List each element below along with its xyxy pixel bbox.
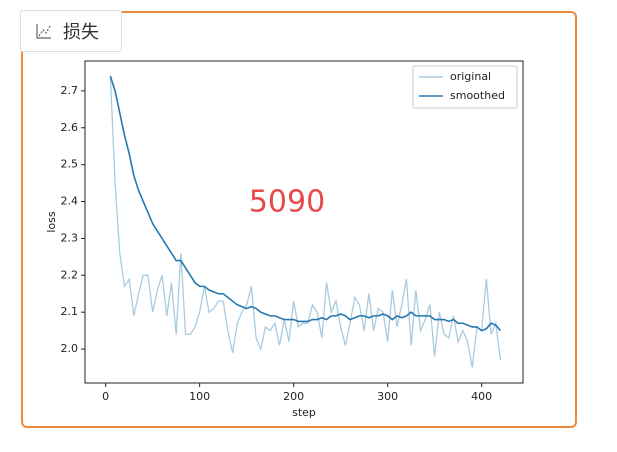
series-line	[109, 76, 502, 368]
series-line	[109, 75, 502, 332]
y-tick-label: 2.3	[61, 231, 79, 244]
y-axis-label: loss	[45, 211, 58, 233]
plot-frame	[84, 60, 524, 384]
x-tick-label: 100	[189, 390, 210, 403]
y-tick-label: 2.5	[61, 158, 79, 171]
x-tick-label: 0	[102, 390, 109, 403]
y-tick-label: 2.1	[61, 305, 79, 318]
tab[interactable]: 损失	[20, 10, 122, 52]
x-axis-label: step	[292, 406, 316, 419]
y-tick-label: 2.7	[61, 84, 79, 97]
y-tick-label: 2.0	[61, 342, 79, 355]
x-tick-label: 200	[283, 390, 304, 403]
legend-label: original	[450, 70, 491, 83]
y-tick-label: 2.2	[61, 268, 79, 281]
x-tick-label: 300	[377, 390, 398, 403]
y-tick-label: 2.4	[61, 195, 79, 208]
x-tick-label: 400	[471, 390, 492, 403]
legend-label: smoothed	[450, 89, 505, 102]
tab-label: 损失	[63, 22, 99, 43]
tab-icon	[36, 24, 51, 39]
annotation: 5090	[249, 185, 325, 220]
panel	[21, 11, 577, 428]
y-tick-label: 2.6	[61, 121, 79, 134]
